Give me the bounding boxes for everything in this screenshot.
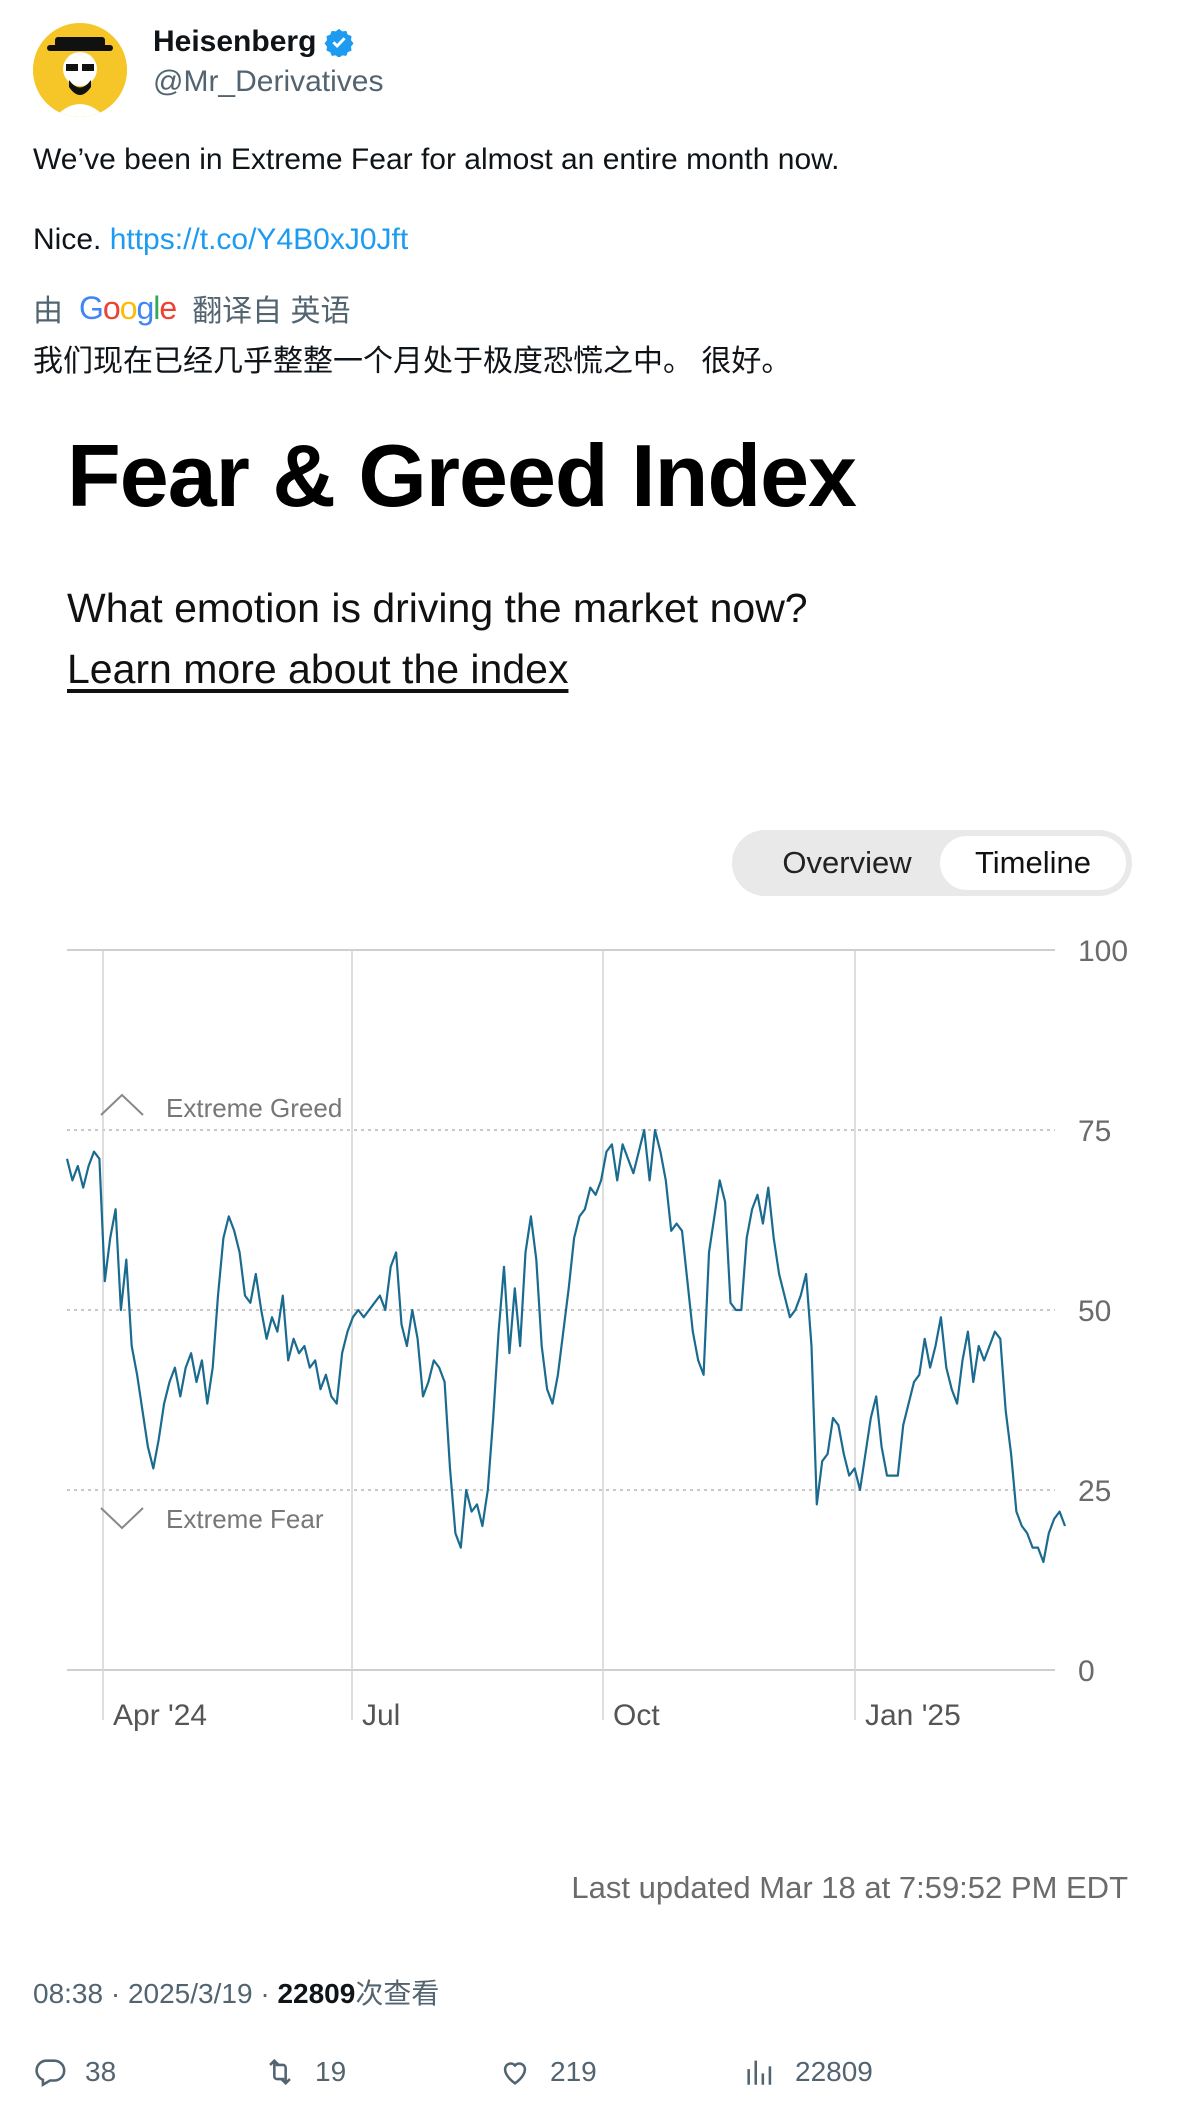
translated-text: 我们现在已经几乎整整一个月处于极度恐慌之中。 很好。 — [33, 345, 792, 378]
view-toggle: Overview Timeline — [732, 830, 1132, 896]
learn-more-link[interactable]: Learn more about the index — [67, 646, 569, 692]
tweet-date[interactable]: 2025/3/19 — [127, 1978, 253, 2009]
extreme-fear-label: Extreme Fear — [166, 1504, 324, 1534]
views-button[interactable]: 22809 — [743, 2055, 873, 2089]
action-bar: 38 19 219 22809 — [33, 2055, 1163, 2099]
series-line — [65, 1128, 1067, 1564]
tweet-link[interactable]: https://t.co/Y4B0xJ0Jft — [109, 223, 409, 256]
analytics-icon — [747, 2060, 772, 2085]
chart-grid — [67, 949, 1055, 1720]
y-tick-label: 0 — [1078, 1655, 1095, 1688]
tweet-time[interactable]: 08:38 — [33, 1978, 104, 2009]
reply-icon — [35, 2059, 66, 2088]
google-logo: Google — [79, 289, 177, 326]
view-count: 22809 — [795, 2056, 873, 2087]
x-tick-label: Apr '24 — [113, 1699, 207, 1732]
reply-count: 38 — [85, 2056, 117, 2087]
chevron-up-icon — [100, 1093, 144, 1116]
y-tick-label: 50 — [1078, 1295, 1111, 1328]
zone-labels: Extreme Greed Extreme Fear — [100, 1093, 342, 1534]
translation-prefix: 由 — [33, 295, 63, 328]
tweet-meta: 08:38 · 2025/3/19 · 22809次查看 — [33, 1978, 440, 2009]
x-axis-ticks: Apr '24 Jul Oct Jan '25 — [113, 1699, 961, 1732]
y-tick-label: 100 — [1078, 935, 1128, 968]
reply-button[interactable]: 38 — [33, 2055, 116, 2089]
extreme-greed-label: Extreme Greed — [166, 1093, 342, 1123]
tab-overview[interactable]: Overview — [782, 845, 912, 880]
heart-icon — [503, 2062, 527, 2085]
translation-attribution[interactable]: 由 Google 翻译自 英语 — [33, 286, 351, 330]
view-count-bold: 22809 — [277, 1978, 356, 2009]
x-tick-label: Jan '25 — [865, 1699, 961, 1732]
tweet-body: We’ve been in Extreme Fear for almost an… — [33, 140, 1153, 260]
like-button[interactable]: 219 — [498, 2055, 597, 2089]
retweet-icon — [269, 2058, 291, 2086]
media-card[interactable]: Fear & Greed Index What emotion is drivi… — [0, 400, 1196, 1940]
tweet-line-2: Nice. — [33, 223, 102, 256]
x-tick-label: Oct — [613, 1699, 660, 1732]
translation-suffix: 翻译自 英语 — [192, 295, 351, 328]
retweet-button[interactable]: 19 — [263, 2055, 346, 2089]
display-name[interactable]: Heisenberg — [153, 25, 317, 58]
y-axis-ticks: 0 25 50 75 100 — [1078, 935, 1128, 1688]
avatar[interactable] — [33, 23, 127, 117]
tweet-header: Heisenberg @Mr_Derivatives — [33, 23, 1133, 123]
last-updated: Last updated Mar 18 at 7:59:52 PM EDT — [571, 1870, 1128, 1905]
retweet-count: 19 — [315, 2056, 347, 2087]
index-title: Fear & Greed Index — [67, 426, 857, 525]
user-handle[interactable]: @Mr_Derivatives — [153, 65, 384, 98]
views-suffix: 次查看 — [355, 1978, 440, 2009]
index-subtitle: What emotion is driving the market now? — [67, 585, 808, 631]
like-count: 219 — [550, 2056, 597, 2087]
tab-timeline[interactable]: Timeline — [940, 836, 1126, 890]
verified-badge-icon — [324, 28, 354, 57]
chevron-down-icon — [100, 1507, 144, 1530]
y-tick-label: 25 — [1078, 1475, 1111, 1508]
tweet-line-1: We’ve been in Extreme Fear for almost an… — [33, 143, 840, 176]
x-tick-label: Jul — [362, 1699, 400, 1732]
fear-greed-chart: 0 25 50 75 100 Apr '24 Jul Oct Jan '25 Extreme … — [65, 935, 1128, 1732]
y-tick-label: 75 — [1078, 1115, 1111, 1148]
